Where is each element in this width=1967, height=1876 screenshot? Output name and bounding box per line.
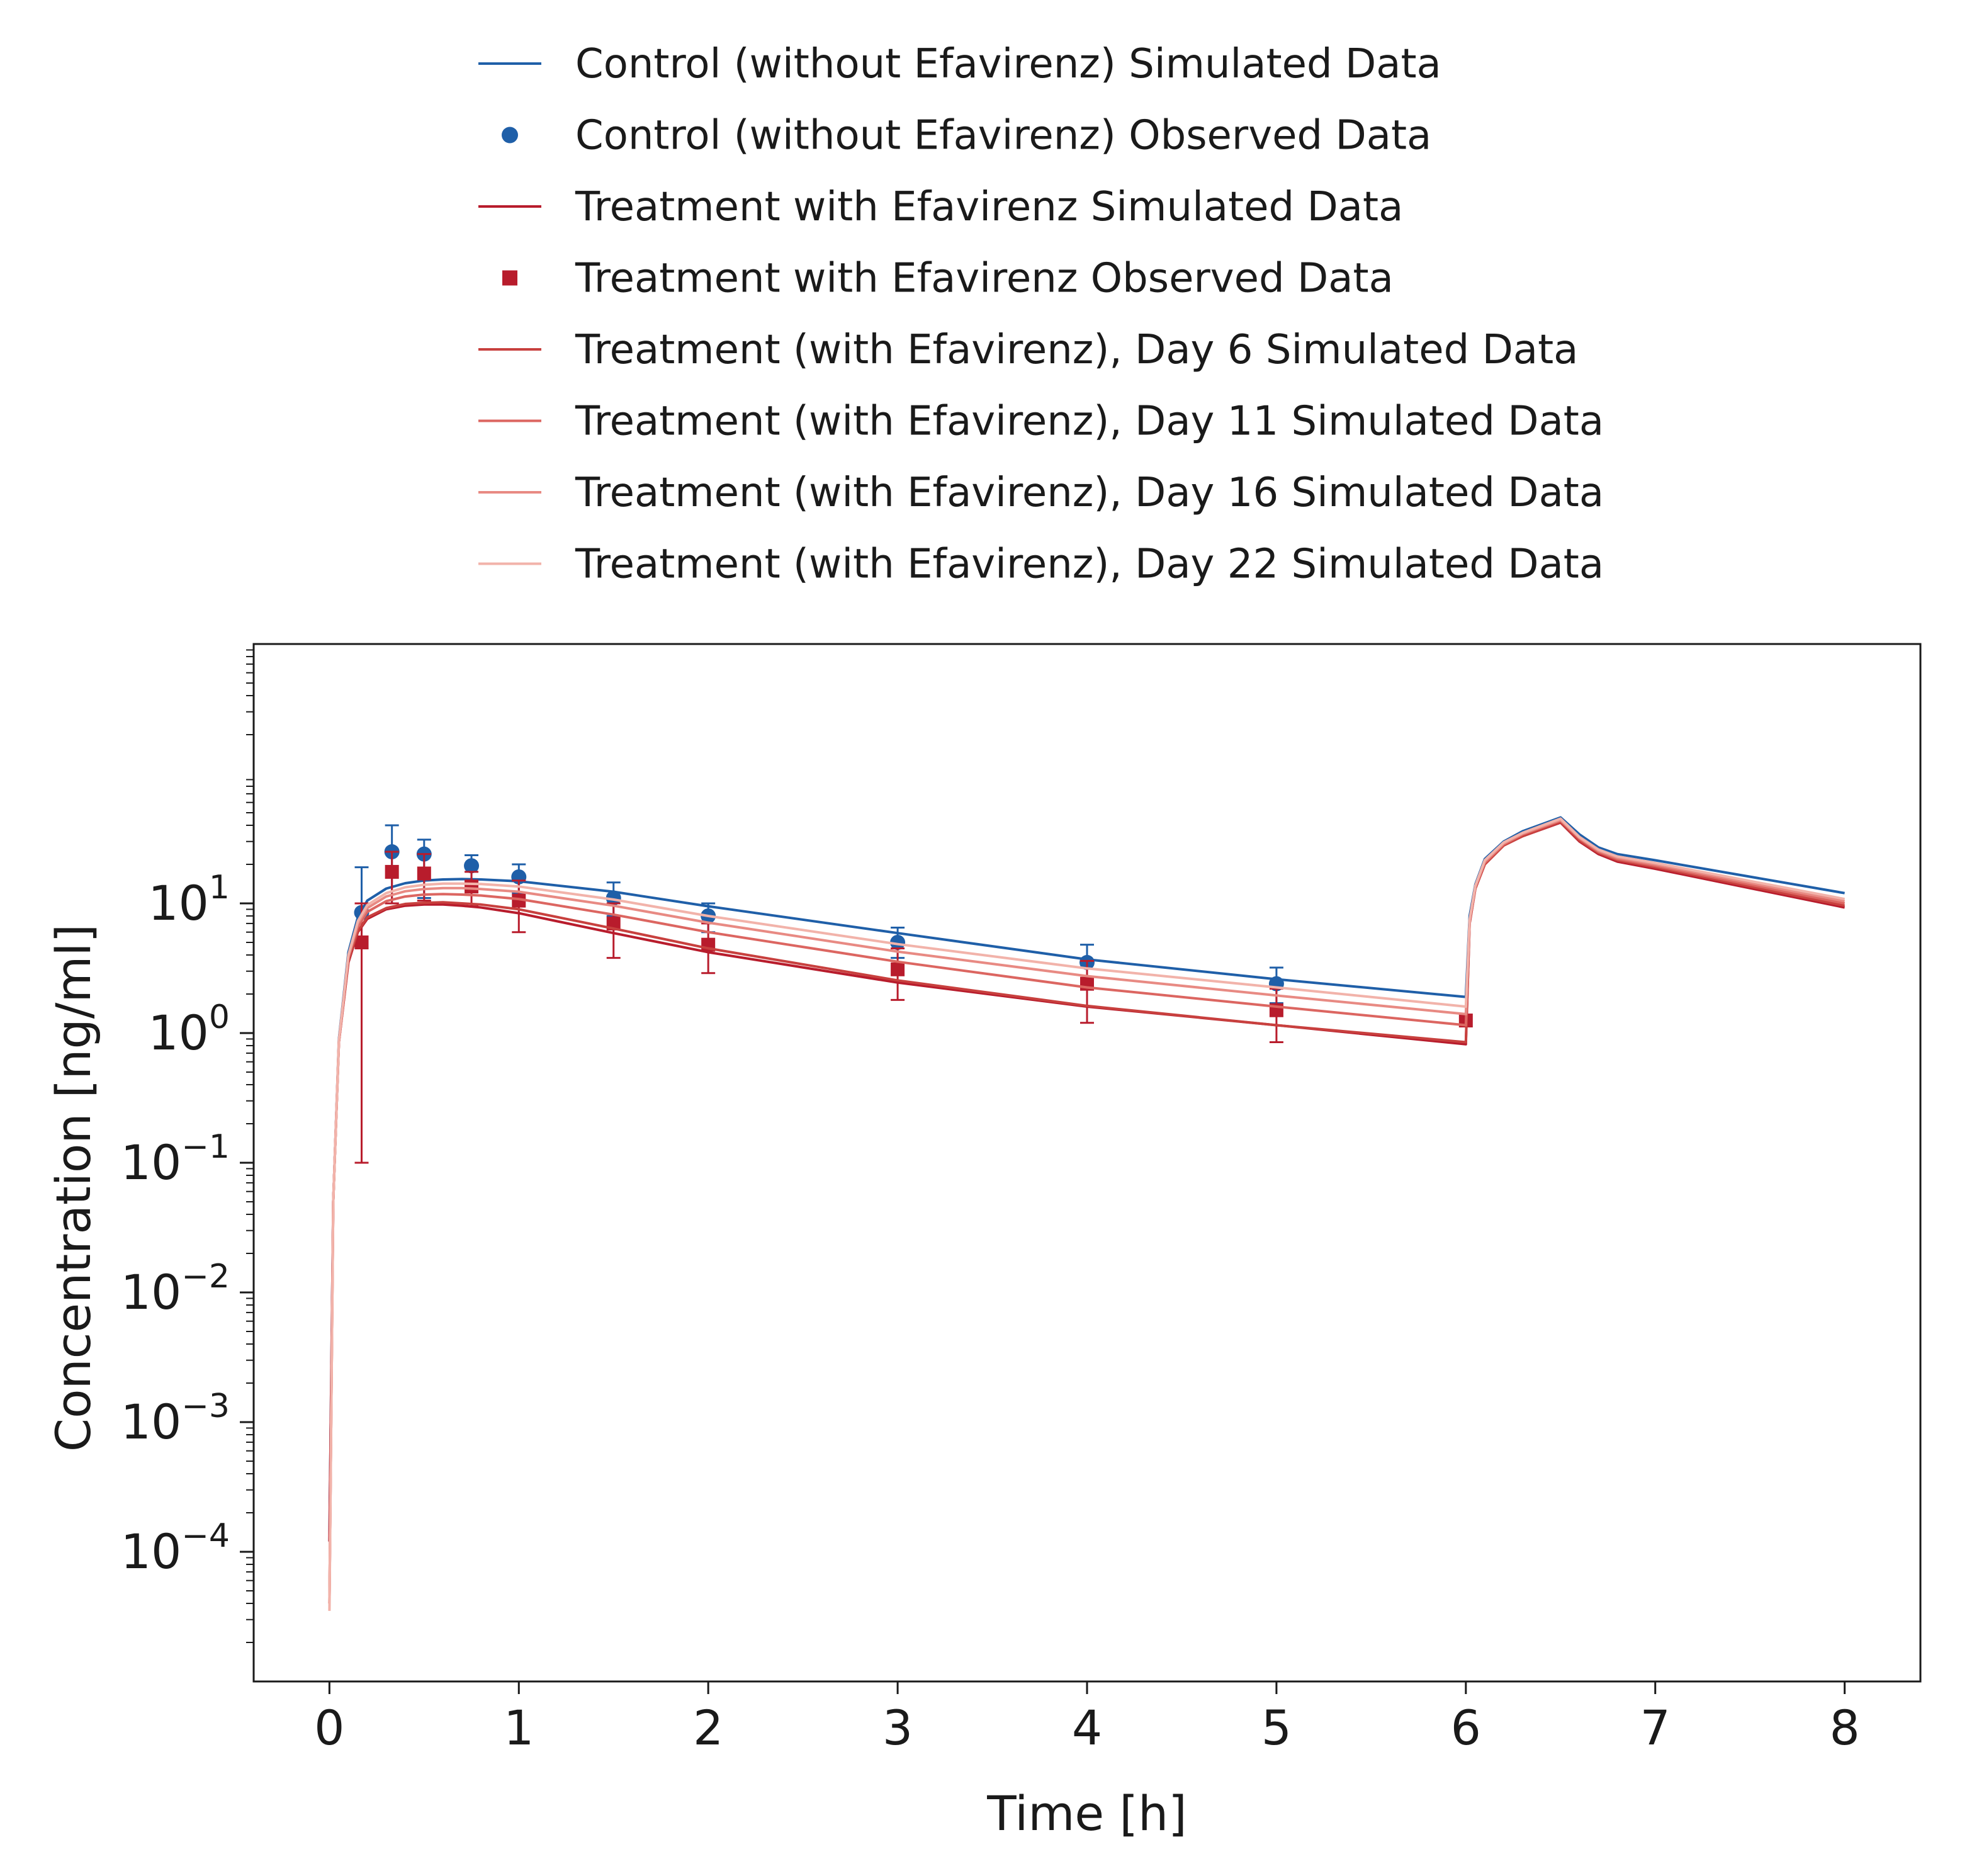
series-line-0 [328,816,1845,1542]
legend: Control (without Efavirenz) Simulated Da… [478,41,1604,588]
data-point [354,935,369,950]
legend-label: Treatment with Efavirenz Simulated Data [575,184,1403,230]
legend-entry: Treatment (with Efavirenz), Day 6 Simula… [478,327,1578,373]
data-point [465,879,479,894]
legend-label: Treatment (with Efavirenz), Day 16 Simul… [575,470,1604,516]
legend-entry: Treatment with Efavirenz Simulated Data [478,184,1403,230]
x-tick-label: 4 [1072,1700,1102,1756]
x-tick-label: 0 [314,1700,344,1756]
data-point [464,858,480,874]
legend-swatch [502,270,517,286]
data-point [891,962,905,976]
y-tick-label: 10−3 [121,1387,230,1450]
legend-entry: Control (without Efavirenz) Simulated Da… [478,41,1441,88]
series-line-5 [328,819,1845,1604]
legend-label: Treatment (with Efavirenz), Day 6 Simula… [575,327,1578,373]
data-point [385,864,399,879]
data-point [417,866,431,881]
series-line-6 [328,818,1845,1604]
y-tick-label: 101 [148,869,230,931]
x-axis-label: Time [h] [986,1785,1187,1841]
x-tick-label: 6 [1451,1700,1481,1756]
legend-label: Control (without Efavirenz) Simulated Da… [575,41,1441,88]
legend-entry: Treatment with Efavirenz Observed Data [502,256,1394,302]
legend-entry: Treatment (with Efavirenz), Day 11 Simul… [478,398,1604,445]
legend-label: Treatment (with Efavirenz), Day 11 Simul… [575,398,1604,445]
legend-entry: Treatment (with Efavirenz), Day 22 Simul… [478,541,1604,588]
legend-entry: Treatment (with Efavirenz), Day 16 Simul… [478,470,1604,516]
axes: 0 1 2 3 4 5 6 7 8 10−4 10−3 10−2 10−1 100 101 [121,643,1922,1756]
x-tick-label: 1 [504,1700,534,1756]
y-tick-label: 10−1 [121,1128,230,1190]
y-tick-label: 10−4 [121,1517,230,1579]
legend-label: Control (without Efavirenz) Observed Dat… [575,113,1431,159]
legend-label: Treatment with Efavirenz Observed Data [575,256,1394,302]
data-point [890,935,906,951]
series-line-4 [328,820,1845,1604]
legend-entry: Control (without Efavirenz) Observed Dat… [502,113,1431,159]
plot-frame [252,643,1922,1683]
x-tick-label: 2 [693,1700,723,1756]
series-points-1 [354,824,1284,1005]
x-tick-label: 8 [1829,1700,1859,1756]
legend-label: Treatment (with Efavirenz), Day 22 Simul… [575,541,1604,588]
series-line-2 [328,821,1846,1542]
data-point [606,890,621,906]
x-tick-label: 5 [1261,1700,1292,1756]
y-tick-label: 10−2 [121,1258,230,1320]
data-point [512,893,526,908]
y-tick-label: 100 [148,998,230,1061]
x-tick-label: 7 [1640,1700,1671,1756]
plot-area [328,816,1846,1611]
series-line-7 [328,817,1845,1611]
y-axis-label: Concentration [ng/ml] [45,924,101,1452]
legend-swatch [502,127,518,144]
x-tick-label: 3 [882,1700,913,1756]
